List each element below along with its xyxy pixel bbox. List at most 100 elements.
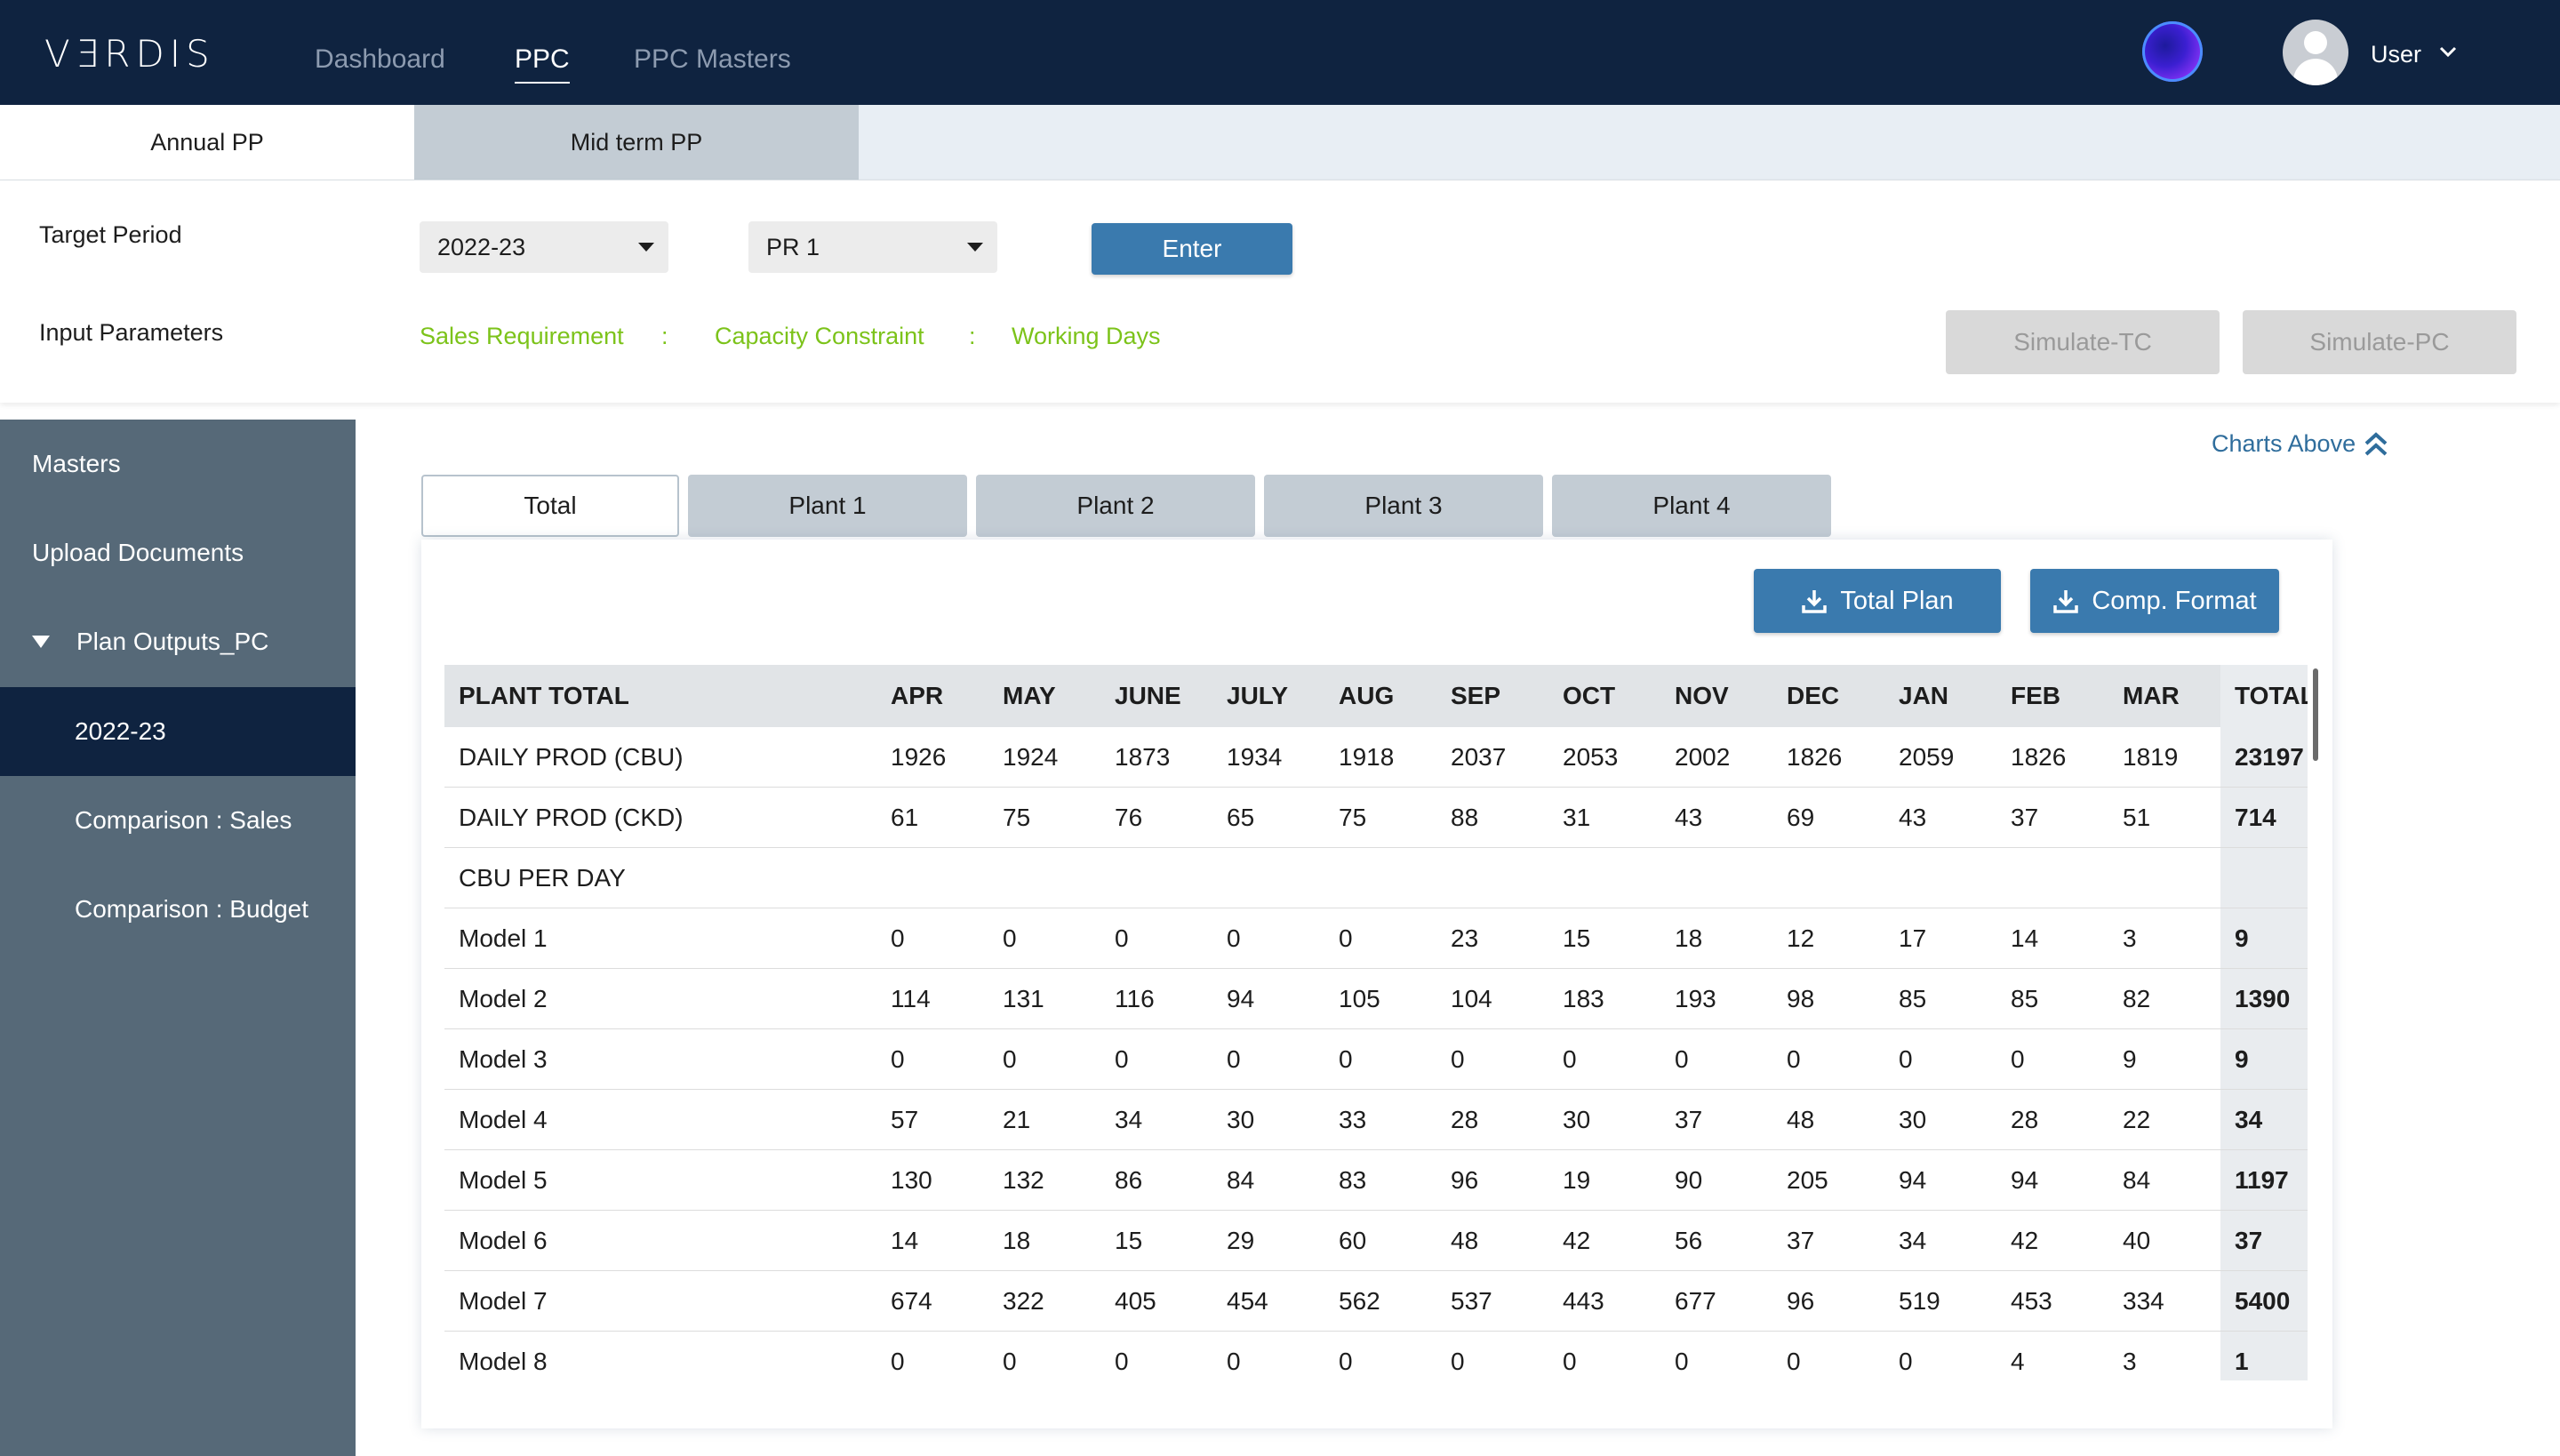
table-cell: 0	[1660, 1331, 1772, 1380]
table-cell: 2002	[1660, 727, 1772, 788]
table-cell: 9	[2108, 1028, 2220, 1090]
nav-ppc[interactable]: PPC	[515, 44, 570, 84]
table-cell: 51	[2108, 787, 2220, 848]
table-cell: 116	[1100, 968, 1212, 1029]
tab-annual-pp[interactable]: Annual PP	[0, 105, 414, 180]
tab-plant-1[interactable]: Plant 1	[688, 475, 967, 537]
table-cell: 443	[1548, 1270, 1660, 1332]
table-cell: 2053	[1548, 727, 1660, 788]
simulate-tc-button[interactable]: Simulate-TC	[1946, 310, 2220, 374]
link-working-days[interactable]: Working Days	[1012, 323, 1161, 349]
table-cell: 205	[1772, 1149, 1884, 1211]
comp-format-label: Comp. Format	[2092, 586, 2257, 615]
table-cell: 30	[1548, 1089, 1660, 1150]
table-cell: 76	[1100, 787, 1212, 848]
table-cell: 104	[1436, 968, 1548, 1029]
table-cell: 19	[1548, 1149, 1660, 1211]
table-cell: 1924	[988, 727, 1100, 788]
tab-mid-term-pp[interactable]: Mid term PP	[414, 105, 859, 180]
tab-plant-4[interactable]: Plant 4	[1552, 475, 1831, 537]
table-cell: 94	[1884, 1149, 1996, 1211]
column-header-total: TOTAL	[2220, 665, 2308, 727]
sidebar-item-2022-23[interactable]: 2022-23	[0, 687, 356, 776]
column-header: NOV	[1660, 665, 1772, 727]
download-icon	[2053, 590, 2079, 613]
sidebar-item-masters[interactable]: Masters	[32, 450, 121, 477]
tab-plant-2[interactable]: Plant 2	[976, 475, 1255, 537]
table-row: Model 7 674 322 405 454 562 537 443 677 96 519 453 3…	[444, 1270, 2308, 1332]
dropdown-caret-icon	[638, 243, 654, 252]
table-cell: 15	[1100, 1210, 1212, 1271]
tab-total[interactable]: Total	[421, 475, 679, 537]
column-header: JUNE	[1100, 665, 1212, 727]
table-cell: 0	[1884, 1331, 1996, 1380]
separator: :	[969, 323, 976, 349]
dropdown-caret-icon	[967, 243, 983, 252]
row-label: Model 4	[444, 1089, 876, 1150]
row-total-cell: 5400	[2220, 1270, 2308, 1332]
sidebar-item-upload-documents[interactable]: Upload Documents	[32, 539, 244, 566]
table-cell: 31	[1548, 787, 1660, 848]
tab-plant-3[interactable]: Plant 3	[1264, 475, 1543, 537]
table-cell: 0	[1660, 1028, 1772, 1090]
simulate-pc-button[interactable]: Simulate-PC	[2243, 310, 2516, 374]
enter-button[interactable]: Enter	[1092, 223, 1292, 275]
link-sales-requirement[interactable]: Sales Requirement	[420, 323, 624, 349]
table-scrollbar[interactable]	[2313, 668, 2318, 761]
table-cell: 84	[1212, 1149, 1324, 1211]
table-cell: 94	[1996, 1149, 2108, 1211]
sidebar-item-label: Plan Outputs_PC	[76, 628, 269, 655]
sidebar-item-comparison-sales[interactable]: Comparison : Sales	[75, 806, 292, 834]
row-total-cell: 1197	[2220, 1149, 2308, 1211]
charts-above-toggle[interactable]: Charts Above	[2212, 430, 2389, 458]
table-row: Model 2 114 131 116 94 105 104 183 193 98 85 85 82 13…	[444, 968, 2308, 1029]
table-cell: 86	[1100, 1149, 1212, 1211]
table-cell	[1996, 847, 2108, 908]
table-cell: 0	[1548, 1331, 1660, 1380]
nav-dashboard[interactable]: Dashboard	[315, 44, 445, 74]
comp-format-download-button[interactable]: Comp. Format	[2030, 569, 2279, 633]
user-avatar-icon[interactable]	[2283, 20, 2348, 85]
table-row: Model 5 130 132 86 84 83 96 19 90 205 94 94 84 1197	[444, 1149, 2308, 1211]
table-cell: 33	[1324, 1089, 1436, 1150]
table-cell: 322	[988, 1270, 1100, 1332]
table-cell: 3	[2108, 908, 2220, 969]
table-cell: 0	[1100, 1331, 1212, 1380]
table-cell	[988, 847, 1100, 908]
table-cell: 34	[1100, 1089, 1212, 1150]
table-cell: 22	[2108, 1089, 2220, 1150]
assistant-orb-icon[interactable]	[2142, 21, 2203, 82]
pr-select[interactable]: PR 1	[748, 221, 997, 273]
table-cell: 0	[1324, 1028, 1436, 1090]
nav-ppc-masters[interactable]: PPC Masters	[634, 44, 791, 74]
total-plan-download-button[interactable]: Total Plan	[1754, 569, 2001, 633]
sidebar-item-plan-outputs[interactable]: Plan Outputs_PC	[0, 597, 356, 686]
plant-total-table-container[interactable]: PLANT TOTAL APR MAY JUNE JULY AUG SEP OCT NOV DEC…	[444, 665, 2311, 1380]
app-logo[interactable]: V∃RDIS	[44, 32, 215, 76]
table-cell: 0	[1996, 1028, 2108, 1090]
table-cell: 75	[1324, 787, 1436, 848]
row-label: Model 3	[444, 1028, 876, 1090]
table-cell: 183	[1548, 968, 1660, 1029]
table-cell: 18	[988, 1210, 1100, 1271]
double-chevron-up-icon	[2364, 431, 2388, 455]
year-select[interactable]: 2022-23	[420, 221, 668, 273]
table-cell: 56	[1660, 1210, 1772, 1271]
sidebar-item-comparison-budget[interactable]: Comparison : Budget	[75, 895, 309, 923]
chevron-down-icon[interactable]	[2439, 43, 2457, 60]
separator: :	[661, 323, 668, 349]
table-cell: 405	[1100, 1270, 1212, 1332]
link-capacity-constraint[interactable]: Capacity Constraint	[715, 323, 924, 349]
table-cell: 0	[876, 1028, 988, 1090]
table-cell: 1926	[876, 727, 988, 788]
table-cell: 2037	[1436, 727, 1548, 788]
table-row: Model 1 0 0 0 0 0 23 15 18 12 17 14 3 9	[444, 908, 2308, 969]
table-cell: 537	[1436, 1270, 1548, 1332]
table-cell: 562	[1324, 1270, 1436, 1332]
table-cell: 83	[1324, 1149, 1436, 1211]
row-label: DAILY PROD (CKD)	[444, 787, 876, 848]
table-cell: 12	[1772, 908, 1884, 969]
table-cell: 0	[1100, 1028, 1212, 1090]
user-name[interactable]: User	[2371, 41, 2422, 68]
